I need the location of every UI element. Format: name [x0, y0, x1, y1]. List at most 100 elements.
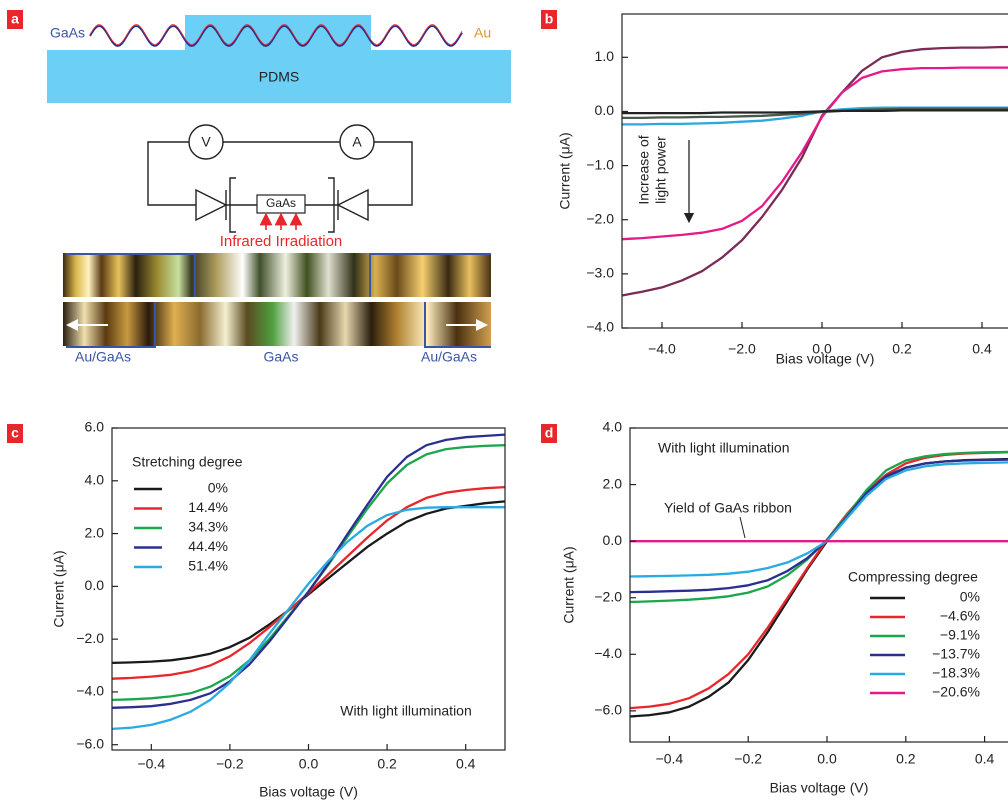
x-tick-label: −0.4: [137, 756, 165, 772]
y-tick-label: 0.0: [603, 532, 623, 548]
data-line: [622, 109, 1008, 115]
gaas-label: GaAs: [50, 25, 85, 41]
plot-area: [622, 45, 1008, 297]
y-tick-label: 0.0: [85, 577, 105, 593]
x-axis-label: Bias voltage (V): [259, 784, 358, 800]
photo-strip: [63, 253, 491, 297]
data-line: [112, 506, 505, 731]
chart: 4.0 2.0 0.0 −2.0 −4.0 −6.0 −0.4 −0.2 0.0 0.2 0.4 Bi…: [561, 419, 1008, 796]
x-tick-label: 0.0: [817, 751, 837, 767]
panel-label: d: [545, 425, 554, 441]
panel-label-box: [7, 10, 23, 29]
annotation-pointer: [739, 516, 746, 539]
x-tick-label: −0.2: [734, 751, 762, 767]
legend-label: 0%: [960, 589, 980, 605]
plot-area: [112, 433, 505, 731]
pdms-substrate: [47, 15, 511, 103]
legend-label: 14.4%: [188, 499, 228, 515]
y-tick-label: −4.0: [594, 645, 622, 661]
x-axis-label: Bias voltage (V): [776, 351, 875, 367]
legend-label: −20.6%: [932, 684, 980, 700]
x-tick-label: 0.0: [299, 756, 319, 772]
y-tick-label: 6.0: [85, 419, 105, 435]
wire: [147, 141, 413, 206]
y-tick-label: −1.0: [586, 156, 614, 172]
y-tick-label: 2.0: [603, 475, 623, 491]
data-line: [112, 444, 505, 702]
y-axis-label: Current (μA): [561, 546, 577, 623]
data-line: [630, 461, 1008, 578]
y-tick-label: −6.0: [594, 702, 622, 718]
y-axis-label: Current (μA): [557, 132, 573, 209]
gaas-ribbon: [89, 25, 463, 47]
au-label: Au: [474, 25, 491, 41]
photo-label: Au/GaAs: [421, 349, 477, 365]
ammeter-label: A: [352, 134, 362, 150]
panel-label-box: [541, 10, 557, 29]
legend-label: 44.4%: [188, 538, 228, 554]
y-tick-label: −6.0: [76, 735, 104, 751]
y-tick-label: 1.0: [595, 48, 615, 64]
plot-area: [630, 450, 1008, 718]
chart: 6.0 4.0 2.0 0.0 −2.0 −4.0 −6.0 −0.4 −0.2 0.0 0.2 0.…: [51, 419, 506, 800]
panel-label: c: [11, 425, 19, 441]
y-tick-label: −4.0: [76, 683, 104, 699]
y-tick-label: −2.0: [594, 588, 622, 604]
micrograph: Au/GaAs GaAs Au/GaAs: [63, 253, 491, 365]
x-tick-label: 0.2: [896, 751, 916, 767]
diode: [336, 188, 369, 222]
plot-frame: [111, 427, 506, 751]
x-tick-label: 0.2: [377, 756, 397, 772]
photo-label: Au/GaAs: [75, 349, 131, 365]
chart: 1.0 0.0 −1.0 −2.0 −3.0 −4.0 −4.0 −2.0 0.0 0.2 0.4 B…: [557, 13, 1008, 367]
x-tick-label: −4.0: [648, 341, 676, 357]
y-tick-label: 0.0: [595, 102, 615, 118]
x-tick-label: 0.4: [456, 756, 476, 772]
x-tick-label: −2.0: [728, 341, 756, 357]
photo-strip: [63, 302, 491, 346]
y-tick-label: −2.0: [586, 210, 614, 226]
data-line: [622, 66, 1008, 241]
panel-label: a: [11, 11, 19, 27]
annotation: With light illumination: [658, 440, 790, 456]
x-tick-label: 0.2: [892, 341, 912, 357]
panel-label-box: [7, 424, 23, 443]
x-tick-label: 0.4: [972, 341, 992, 357]
y-tick-label: 4.0: [85, 471, 105, 487]
y-tick-label: 4.0: [603, 419, 623, 435]
legend-title: Compressing degree: [848, 569, 978, 585]
y-tick-label: 2.0: [85, 524, 105, 540]
x-axis-label: Bias voltage (V): [770, 780, 869, 796]
x-tick-label: −0.4: [656, 751, 684, 767]
annotation: Increase of: [636, 135, 652, 204]
legend-title: Stretching degree: [132, 454, 243, 470]
legend-label: −9.1%: [940, 627, 980, 643]
annotation: With light illumination: [340, 703, 472, 719]
diode: [195, 188, 228, 222]
legend-label: −18.3%: [932, 665, 980, 681]
x-tick-label: 0.0: [812, 341, 832, 357]
y-axis-label: Current (μA): [51, 550, 67, 627]
voltmeter-label: V: [201, 134, 211, 150]
ammeter: [339, 124, 375, 160]
voltmeter: [188, 124, 224, 160]
panel-label: b: [545, 11, 554, 27]
circuit: V A GaAs Infrared Irradiation: [147, 124, 413, 250]
au-layer: [89, 24, 463, 45]
x-tick-label: 0.4: [975, 751, 995, 767]
electrode-outline: [66, 253, 491, 348]
legend-label: 0%: [208, 480, 228, 496]
annotation: Yield of GaAs ribbon: [664, 500, 792, 516]
photo-label: GaAs: [263, 349, 298, 365]
legend-label: 34.3%: [188, 519, 228, 535]
y-tick-label: −4.0: [586, 319, 614, 335]
x-tick-label: −0.2: [216, 756, 244, 772]
device-label: GaAs: [266, 196, 296, 210]
data-line: [112, 433, 505, 709]
legend-label: −13.7%: [932, 646, 980, 662]
y-tick-label: −2.0: [76, 630, 104, 646]
data-line: [622, 45, 1008, 297]
irradiation-label: Infrared Irradiation: [220, 233, 343, 250]
